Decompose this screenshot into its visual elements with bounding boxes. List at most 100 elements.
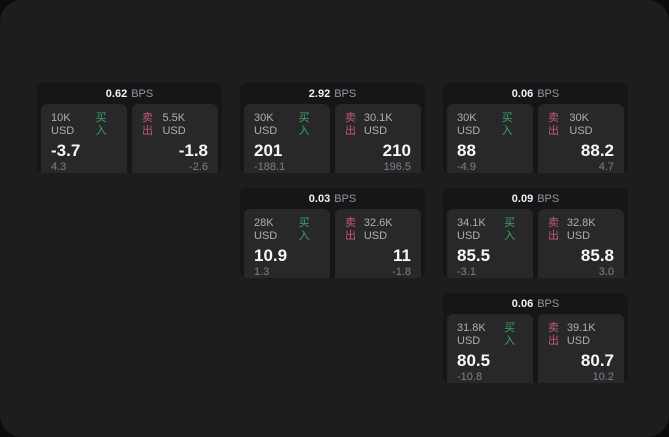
buy-panel-top: 34.1K USD 买入 [457, 217, 523, 243]
sell-delta: 4.7 [598, 161, 614, 173]
quote-card: 0.09 BPS 34.1K USD 买入 85.5 -3.1 卖出 32.8K… [443, 188, 628, 278]
sell-side-label: 卖出 [142, 112, 153, 137]
buy-amount: 31.8K USD [457, 322, 486, 347]
bps-value: 0.03 [308, 192, 331, 205]
buy-panel-top: 28K USD 买入 [254, 217, 320, 243]
sell-delta: 10.2 [592, 371, 614, 383]
sell-side-label: 卖出 [345, 112, 356, 137]
quote-card: 0.06 BPS 31.8K USD 买入 80.5 -10.8 卖出 39.1… [443, 293, 628, 383]
quote-card-body: 34.1K USD 买入 85.5 -3.1 卖出 32.8K USD 85.8… [447, 209, 624, 278]
sell-panel-top: 卖出 30.1K USD [345, 112, 411, 138]
bps-value: 0.06 [511, 87, 534, 100]
buy-delta: 4.3 [51, 161, 67, 173]
bps-header: 0.03 BPS [244, 188, 421, 209]
buy-panel[interactable]: 28K USD 买入 10.9 1.3 [244, 209, 330, 278]
sell-side-label: 卖出 [548, 217, 559, 242]
sell-delta: 3.0 [598, 266, 614, 278]
buy-side-label: 买入 [298, 217, 310, 242]
sell-panel-top: 卖出 32.8K USD [548, 217, 614, 243]
quote-card-body: 30K USD 买入 88 -4.9 卖出 30K USD 88.2 4.7 [447, 104, 624, 173]
sell-amount: 30K USD [569, 112, 593, 137]
sell-panel[interactable]: 卖出 32.8K USD 85.8 3.0 [538, 209, 624, 278]
buy-price: 201 [254, 141, 283, 160]
quote-card: 0.62 BPS 10K USD 买入 -3.7 4.3 卖出 5.5K USD… [37, 83, 222, 173]
bps-unit-label: BPS [537, 192, 560, 205]
buy-panel[interactable]: 34.1K USD 买入 85.5 -3.1 [447, 209, 533, 278]
sell-amount: 32.6K USD [363, 217, 393, 242]
bps-header: 0.62 BPS [41, 83, 218, 104]
bps-value: 0.62 [105, 87, 128, 100]
buy-price: 88 [457, 141, 476, 160]
sell-amount: 32.8K USD [566, 217, 596, 242]
sell-delta: 196.5 [383, 161, 411, 173]
quote-card-body: 28K USD 买入 10.9 1.3 卖出 32.6K USD 11 -1.8 [244, 209, 421, 278]
quote-cards-grid: 0.62 BPS 10K USD 买入 -3.7 4.3 卖出 5.5K USD… [37, 83, 628, 383]
buy-panel-top: 30K USD 买入 [457, 112, 523, 138]
quote-card: 0.06 BPS 30K USD 买入 88 -4.9 卖出 30K USD 8… [443, 83, 628, 173]
bps-unit-label: BPS [131, 87, 154, 100]
buy-price: 10.9 [254, 246, 288, 265]
buy-side-label: 买入 [504, 217, 516, 242]
buy-panel[interactable]: 31.8K USD 买入 80.5 -10.8 [447, 314, 533, 383]
buy-delta: -3.1 [457, 266, 476, 278]
quote-card-body: 10K USD 买入 -3.7 4.3 卖出 5.5K USD -1.8 -2.… [41, 104, 218, 173]
bps-value: 2.92 [308, 87, 331, 100]
quote-card-body: 30K USD 买入 201 -188.1 卖出 30.1K USD 210 1… [244, 104, 421, 173]
buy-price: 80.5 [457, 351, 491, 370]
bps-value: 0.06 [511, 297, 534, 310]
sell-panel[interactable]: 卖出 32.6K USD 11 -1.8 [335, 209, 421, 278]
sell-price: 210 [382, 141, 411, 160]
buy-delta: 1.3 [254, 266, 270, 278]
bps-unit-label: BPS [537, 87, 560, 100]
sell-side-label: 卖出 [345, 217, 356, 242]
buy-panel[interactable]: 30K USD 买入 88 -4.9 [447, 104, 533, 173]
bps-header: 0.09 BPS [447, 188, 624, 209]
buy-panel-top: 31.8K USD 买入 [457, 322, 523, 348]
buy-delta: -10.8 [457, 371, 483, 383]
quote-card: 0.03 BPS 28K USD 买入 10.9 1.3 卖出 32.6K US… [240, 188, 425, 278]
buy-side-label: 买入 [504, 322, 516, 347]
sell-price: 85.8 [580, 246, 614, 265]
buy-amount: 10K USD [51, 112, 75, 137]
sell-panel[interactable]: 卖出 39.1K USD 80.7 10.2 [538, 314, 624, 383]
sell-panel[interactable]: 卖出 5.5K USD -1.8 -2.6 [132, 104, 218, 173]
quote-card: 2.92 BPS 30K USD 买入 201 -188.1 卖出 30.1K … [240, 83, 425, 173]
bps-value: 0.09 [511, 192, 534, 205]
sell-panel[interactable]: 卖出 30.1K USD 210 196.5 [335, 104, 421, 173]
sell-delta: -2.6 [189, 161, 208, 173]
sell-panel-top: 卖出 39.1K USD [548, 322, 614, 348]
sell-panel-top: 卖出 32.6K USD [345, 217, 411, 243]
buy-price: 85.5 [457, 246, 491, 265]
bps-unit-label: BPS [334, 87, 357, 100]
sell-price: 88.2 [580, 141, 614, 160]
bps-unit-label: BPS [334, 192, 357, 205]
buy-side-label: 买入 [501, 112, 513, 137]
buy-amount: 30K USD [457, 112, 481, 137]
sell-amount: 39.1K USD [566, 322, 596, 347]
sell-price: 80.7 [580, 351, 614, 370]
buy-panel[interactable]: 30K USD 买入 201 -188.1 [244, 104, 330, 173]
sell-panel[interactable]: 卖出 30K USD 88.2 4.7 [538, 104, 624, 173]
buy-delta: -188.1 [254, 161, 286, 173]
sell-delta: -1.8 [392, 266, 411, 278]
buy-amount: 30K USD [254, 112, 278, 137]
buy-side-label: 买入 [95, 112, 107, 137]
buy-amount: 28K USD [254, 217, 278, 242]
buy-delta: -4.9 [457, 161, 476, 173]
sell-side-label: 卖出 [548, 112, 559, 137]
sell-price: -1.8 [178, 141, 208, 160]
sell-side-label: 卖出 [548, 322, 559, 347]
sell-panel-top: 卖出 5.5K USD [142, 112, 208, 138]
buy-panel-top: 30K USD 买入 [254, 112, 320, 138]
buy-panel-top: 10K USD 买入 [51, 112, 117, 138]
bps-header: 0.06 BPS [447, 293, 624, 314]
bps-header: 2.92 BPS [244, 83, 421, 104]
buy-amount: 34.1K USD [457, 217, 486, 242]
buy-price: -3.7 [51, 141, 81, 160]
buy-panel[interactable]: 10K USD 买入 -3.7 4.3 [41, 104, 127, 173]
buy-side-label: 买入 [298, 112, 310, 137]
sell-panel-top: 卖出 30K USD [548, 112, 614, 138]
sell-amount: 5.5K USD [162, 112, 186, 137]
bps-unit-label: BPS [537, 297, 560, 310]
